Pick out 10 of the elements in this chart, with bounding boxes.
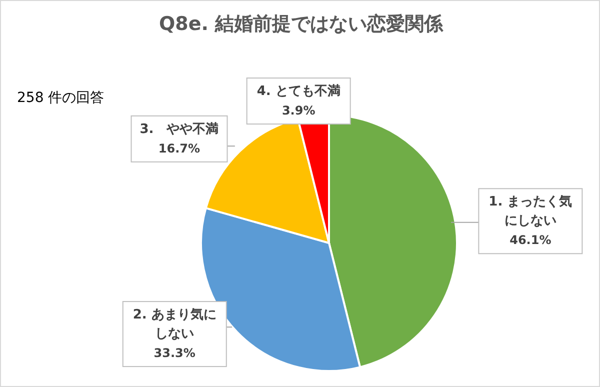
data-label: 16.7%	[158, 141, 200, 156]
slice-label: 3. やや不満	[140, 122, 219, 137]
chart-title: Q8e. 結婚前提ではない恋愛関係	[158, 12, 444, 37]
data-label: 33.3%	[154, 346, 196, 360]
data-label: 46.1%	[510, 233, 552, 248]
text: 258 件の回答	[17, 89, 104, 107]
slice-label: 4. とても不満	[256, 84, 340, 100]
data-label: 3.9%	[282, 104, 316, 118]
slice-label: 2. あまり気にしない	[132, 308, 216, 342]
slice-label: 1. まったく気にしない	[488, 194, 572, 229]
